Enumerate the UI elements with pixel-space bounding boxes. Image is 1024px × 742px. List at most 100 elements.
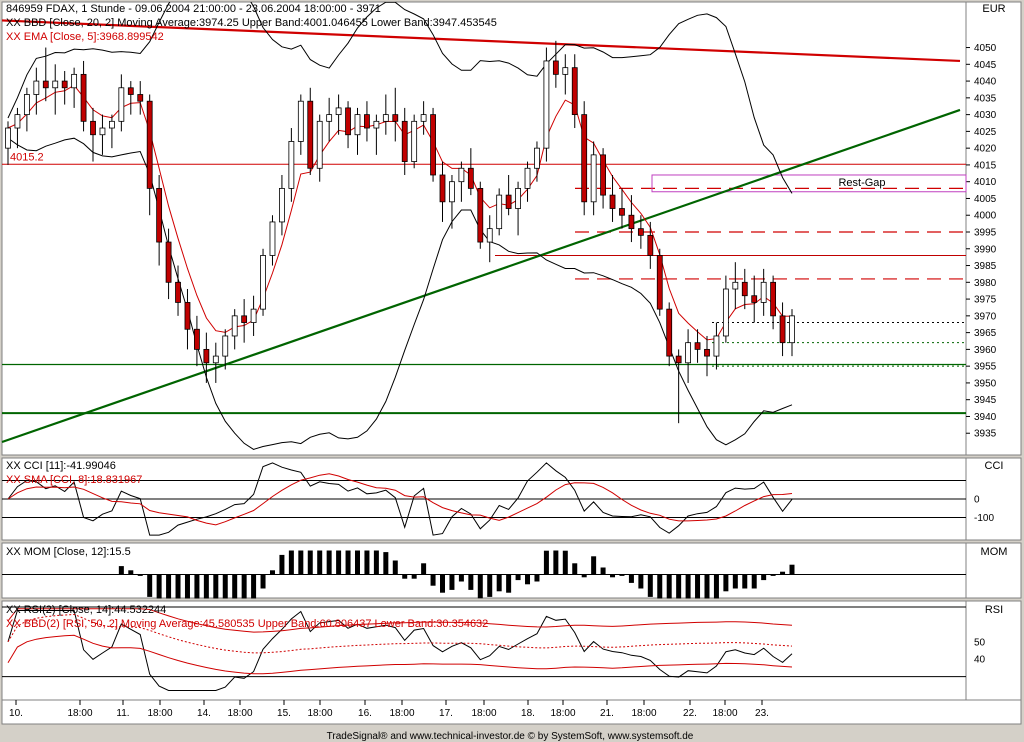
mom-bar bbox=[600, 567, 606, 575]
mom-bar bbox=[496, 574, 502, 592]
candle-body bbox=[420, 114, 427, 122]
candle-body bbox=[392, 114, 399, 122]
mom-bar bbox=[477, 574, 483, 599]
candle-body bbox=[619, 208, 625, 216]
candle-body bbox=[486, 228, 493, 243]
x-tick-label: 16. bbox=[358, 708, 372, 719]
candle-body bbox=[779, 315, 786, 344]
x-tick-label: 11. bbox=[116, 708, 129, 719]
candle-body bbox=[146, 100, 153, 189]
candle-body bbox=[685, 342, 691, 364]
x-tick-label: 15. bbox=[277, 708, 291, 719]
y-tick-label: 3995 bbox=[974, 228, 997, 239]
candle-body bbox=[307, 100, 314, 169]
candle-body bbox=[401, 120, 408, 162]
candle-body bbox=[250, 308, 257, 323]
candle-body bbox=[269, 221, 276, 256]
candle-body bbox=[99, 127, 106, 136]
candle-body bbox=[562, 67, 569, 75]
candle-body bbox=[751, 295, 758, 303]
candle-body bbox=[175, 281, 181, 303]
cci-line bbox=[7, 462, 793, 536]
candle-body bbox=[694, 342, 701, 350]
gap-zone bbox=[651, 174, 967, 193]
y-tick-label: 4015 bbox=[974, 160, 997, 171]
candle-body bbox=[33, 80, 40, 95]
x-tick-label: 18:00 bbox=[307, 708, 332, 719]
candle-body bbox=[184, 302, 191, 330]
candle-body bbox=[118, 87, 125, 122]
y-tick-label: 3990 bbox=[974, 244, 997, 255]
candle-body bbox=[637, 228, 644, 236]
candle-body bbox=[156, 187, 163, 243]
candle-body bbox=[14, 114, 21, 129]
mom-bar bbox=[591, 556, 597, 575]
candle-body bbox=[297, 100, 304, 142]
ema-legend: XX EMA [Close, 5]:3968.899542 bbox=[6, 31, 164, 43]
rsi-panel bbox=[1, 600, 967, 701]
cci-sma-legend: XX SMA [CCI, 8]:18.831967 bbox=[6, 474, 142, 486]
candle-body bbox=[137, 94, 144, 102]
y-tick-label: 4045 bbox=[974, 60, 997, 71]
mom-legend: XX MOM [Close, 12]:15.5 bbox=[6, 546, 131, 558]
mom-bar bbox=[147, 574, 153, 597]
mom-bar bbox=[326, 550, 332, 575]
mom-bar bbox=[260, 574, 266, 589]
mom-bar bbox=[487, 574, 493, 597]
mom-bar bbox=[770, 574, 776, 576]
x-tick-label: 21. bbox=[600, 708, 614, 719]
x-tick-label: 18:00 bbox=[712, 708, 737, 719]
candle-body bbox=[760, 281, 767, 303]
mom-bar bbox=[506, 574, 512, 593]
mom-bar bbox=[203, 574, 209, 599]
rsi-tick-label: 50 bbox=[974, 637, 986, 648]
candle-body bbox=[52, 80, 59, 89]
currency-label: EUR bbox=[982, 3, 1005, 15]
y-tick-label: 4025 bbox=[974, 127, 997, 138]
candle-body bbox=[222, 335, 229, 357]
candle-body bbox=[722, 288, 729, 337]
candle-body bbox=[109, 120, 115, 129]
mom-bar bbox=[307, 550, 313, 575]
candle-body bbox=[628, 214, 635, 230]
candle-body bbox=[666, 308, 673, 357]
mom-bar bbox=[251, 574, 257, 599]
rsi-legend: XX RSI(2) [Close, 14]:44.532244 bbox=[6, 604, 166, 616]
x-tick-label: 17. bbox=[439, 708, 453, 719]
x-tick-label: 18:00 bbox=[147, 708, 172, 719]
y-tick-label: 4000 bbox=[974, 211, 997, 222]
candle-body bbox=[354, 114, 361, 136]
x-tick-label: 22. bbox=[683, 708, 697, 719]
mom-bar bbox=[213, 574, 219, 599]
mom-bar bbox=[780, 571, 786, 575]
mom-bar bbox=[562, 550, 568, 575]
candle-body bbox=[231, 315, 238, 337]
mom-bar bbox=[676, 574, 682, 599]
mom-bar bbox=[553, 550, 559, 575]
bollinger-legend: XX BBD [Close, 20, 2] Moving Average:397… bbox=[6, 17, 497, 29]
gap-label: Rest-Gap bbox=[838, 177, 885, 189]
rsi-tick-label: 40 bbox=[974, 655, 986, 666]
mom-bar bbox=[647, 574, 653, 597]
candle-body bbox=[260, 255, 266, 310]
mom-bar bbox=[392, 560, 398, 575]
mom-bar bbox=[713, 574, 719, 599]
mom-tag: MOM bbox=[981, 546, 1008, 558]
mom-bar bbox=[137, 574, 143, 576]
mom-bar bbox=[581, 574, 587, 578]
candle-body bbox=[590, 154, 597, 203]
candle-body bbox=[552, 60, 559, 75]
mom-bar bbox=[468, 574, 474, 590]
mom-bar bbox=[449, 574, 455, 590]
mom-bar bbox=[430, 574, 436, 586]
x-tick-label: 18:00 bbox=[67, 708, 92, 719]
mom-bar bbox=[657, 574, 663, 599]
y-tick-label: 3970 bbox=[974, 311, 997, 322]
bollinger-upper-band bbox=[7, 2, 793, 194]
candle-body bbox=[326, 114, 333, 122]
mom-bar bbox=[732, 574, 738, 589]
candle-body bbox=[524, 167, 531, 189]
mom-bar bbox=[515, 574, 521, 581]
candle-body bbox=[241, 315, 248, 323]
